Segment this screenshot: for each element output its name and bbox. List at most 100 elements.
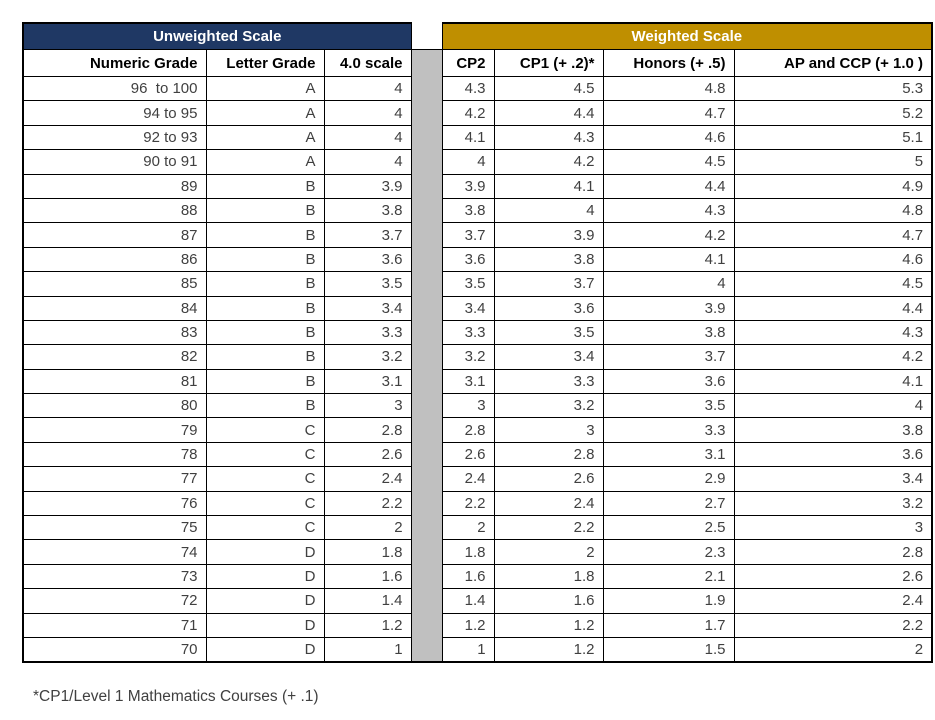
separator-cell <box>410 296 443 321</box>
cell-cp1: 3.3 <box>493 368 604 395</box>
cell-4-0-scale: 3.8 <box>323 197 412 224</box>
cell-cp2: 3.8 <box>441 197 495 224</box>
cell-honors: 2.5 <box>602 515 735 541</box>
cell-cp1: 3.8 <box>493 246 604 273</box>
cell-honors: 4.7 <box>602 100 735 126</box>
separator-cell <box>410 344 443 370</box>
cell-4-0-scale: 3.5 <box>323 271 412 297</box>
cell-letter-grade: C <box>205 466 325 492</box>
cell-honors: 3.7 <box>602 344 735 370</box>
cell-4-0-scale: 2.2 <box>323 490 412 517</box>
cell-ap-ccp: 3.4 <box>733 466 933 492</box>
cell-numeric-grade: 72 <box>22 588 207 614</box>
cell-cp1: 3 <box>493 417 604 443</box>
cell-cp2: 1 <box>441 636 495 663</box>
cell-numeric-grade: 76 <box>22 490 207 517</box>
cell-numeric-grade: 92 to 93 <box>22 124 207 151</box>
separator-cell <box>410 76 443 101</box>
separator-cell <box>410 149 443 175</box>
cell-cp1: 1.8 <box>493 563 604 590</box>
cell-honors: 3.6 <box>602 368 735 395</box>
cell-ap-ccp: 2.6 <box>733 563 933 590</box>
cell-ap-ccp: 4.9 <box>733 173 933 199</box>
cell-numeric-grade: 84 <box>22 295 207 321</box>
cell-4-0-scale: 3.7 <box>323 222 412 248</box>
table-row: 92 to 93 A 4 4.1 4.3 4.6 5.1 <box>22 124 933 151</box>
cp1-footnote: *CP1/Level 1 Mathematics Courses (+ .1) <box>33 688 319 705</box>
cell-numeric-grade: 73 <box>22 563 207 590</box>
cell-4-0-scale: 3 <box>323 393 412 419</box>
table-row: 94 to 95 A 4 4.2 4.4 4.7 5.2 <box>22 100 933 126</box>
cell-numeric-grade: 94 to 95 <box>22 100 207 126</box>
cell-numeric-grade: 77 <box>22 466 207 492</box>
cell-honors: 3.5 <box>602 393 735 419</box>
cell-cp1: 3.7 <box>493 271 604 297</box>
cell-4-0-scale: 3.6 <box>323 246 412 273</box>
cell-honors: 2.3 <box>602 539 735 565</box>
cell-4-0-scale: 2.8 <box>323 417 412 443</box>
cell-ap-ccp: 4.2 <box>733 344 933 370</box>
cell-ap-ccp: 2.2 <box>733 612 933 638</box>
cell-numeric-grade: 75 <box>22 515 207 541</box>
unweighted-scale-title: Unweighted Scale <box>22 22 412 50</box>
column-header-cp1: CP1 (+ .2)* <box>493 49 604 77</box>
table-row: 83 B 3.3 3.3 3.5 3.8 4.3 <box>22 319 933 346</box>
table-row: 75 C 2 2 2.2 2.5 3 <box>22 515 933 541</box>
cell-ap-ccp: 4.1 <box>733 368 933 395</box>
cell-letter-grade: B <box>205 222 325 248</box>
weighted-scale-title: Weighted Scale <box>441 22 933 50</box>
table-row: 90 to 91 A 4 4 4.2 4.5 5 <box>22 149 933 175</box>
cell-cp2: 3 <box>441 393 495 419</box>
separator-cell <box>410 613 443 638</box>
cell-cp2: 4.1 <box>441 124 495 151</box>
grade-conversion-table: Unweighted Scale Weighted Scale Numeric … <box>22 22 934 664</box>
cell-4-0-scale: 1.6 <box>323 563 412 590</box>
table-row: 79 C 2.8 2.8 3 3.3 3.8 <box>22 417 933 443</box>
column-header-numeric-grade: Numeric Grade <box>22 49 207 77</box>
separator-cell <box>410 125 443 150</box>
cell-4-0-scale: 3.3 <box>323 319 412 346</box>
cell-ap-ccp: 5.1 <box>733 124 933 151</box>
separator-cell <box>410 247 443 272</box>
cell-cp2: 1.4 <box>441 588 495 614</box>
cell-4-0-scale: 2.4 <box>323 466 412 492</box>
cell-ap-ccp: 3.6 <box>733 441 933 468</box>
table-row: 71 D 1.2 1.2 1.2 1.7 2.2 <box>22 612 933 638</box>
cell-4-0-scale: 3.1 <box>323 368 412 395</box>
cell-cp1: 2.6 <box>493 466 604 492</box>
cell-letter-grade: B <box>205 368 325 395</box>
table-row: 85 B 3.5 3.5 3.7 4 4.5 <box>22 271 933 297</box>
table-row: 81 B 3.1 3.1 3.3 3.6 4.1 <box>22 368 933 395</box>
table-row: 70 D 1 1 1.2 1.5 2 <box>22 636 933 664</box>
cell-cp1: 4.5 <box>493 75 604 102</box>
table-row: 89 B 3.9 3.9 4.1 4.4 4.9 <box>22 173 933 199</box>
cell-honors: 4.3 <box>602 197 735 224</box>
cell-honors: 4.8 <box>602 75 735 102</box>
cell-letter-grade: D <box>205 612 325 638</box>
grade-rows: 96 to 100 A 4 4.3 4.5 4.8 5.3 94 to 95 A… <box>22 75 933 664</box>
cell-honors: 3.1 <box>602 441 735 468</box>
separator-cell <box>410 442 443 467</box>
cell-honors: 4 <box>602 271 735 297</box>
cell-letter-grade: A <box>205 124 325 151</box>
cell-ap-ccp: 4 <box>733 393 933 419</box>
separator-cell <box>410 491 443 516</box>
cell-ap-ccp: 4.5 <box>733 271 933 297</box>
cell-letter-grade: D <box>205 588 325 614</box>
table-row: 88 B 3.8 3.8 4 4.3 4.8 <box>22 197 933 224</box>
table-row: 82 B 3.2 3.2 3.4 3.7 4.2 <box>22 344 933 370</box>
cell-cp2: 3.9 <box>441 173 495 199</box>
title-separator-cell <box>411 23 443 50</box>
cell-cp2: 2.8 <box>441 417 495 443</box>
cell-honors: 2.7 <box>602 490 735 517</box>
cell-4-0-scale: 2 <box>323 515 412 541</box>
cell-cp1: 1.2 <box>493 612 604 638</box>
cell-ap-ccp: 3.8 <box>733 417 933 443</box>
cell-cp1: 4 <box>493 197 604 224</box>
cell-cp1: 3.2 <box>493 393 604 419</box>
cell-cp2: 1.8 <box>441 539 495 565</box>
cell-numeric-grade: 82 <box>22 344 207 370</box>
cell-cp1: 2 <box>493 539 604 565</box>
cell-4-0-scale: 4 <box>323 75 412 102</box>
